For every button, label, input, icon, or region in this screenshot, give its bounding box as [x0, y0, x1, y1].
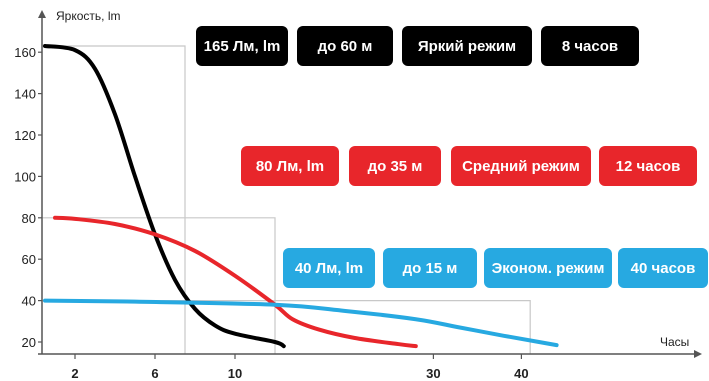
x-tick-label: 10: [228, 366, 242, 381]
x-tick-label: 6: [151, 366, 158, 381]
series-line: [43, 298, 559, 348]
x-tick-label: 2: [71, 366, 78, 381]
mode-badge: до 60 м: [297, 26, 393, 66]
y-tick-label: 100: [14, 169, 36, 184]
mode-badge: 80 Лм, lm: [241, 146, 339, 186]
series-line: [53, 215, 418, 349]
threshold-line: [42, 300, 531, 354]
mode-badge: 12 часов: [599, 146, 697, 186]
y-ticks: 20 40 60 80 100 120 140 160: [14, 45, 42, 350]
mode-badge: до 15 м: [383, 248, 477, 288]
mode-badge: до 35 м: [349, 146, 441, 186]
y-tick-label: 140: [14, 87, 36, 102]
threshold-line: [42, 217, 276, 354]
y-tick-label: 160: [14, 45, 36, 60]
y-tick-label: 40: [22, 294, 36, 309]
mode-badge: 165 Лм, lm: [196, 26, 288, 66]
x-axis-label: Часы: [660, 335, 689, 349]
series-line: [43, 43, 286, 349]
threshold-line: [42, 45, 186, 354]
series-lines: [43, 43, 559, 349]
y-tick-label: 60: [22, 252, 36, 267]
mode-badge: Средний режим: [451, 146, 591, 186]
x-tick-label: 30: [426, 366, 440, 381]
y-tick-label: 120: [14, 128, 36, 143]
x-tick-label: 40: [514, 366, 528, 381]
mode-badge: 8 часов: [541, 26, 639, 66]
y-axis-arrow: [38, 10, 46, 18]
x-ticks: 2 6 10 30 40: [71, 354, 529, 381]
y-axis-label: Яркость, lm: [56, 9, 120, 23]
threshold-lines: [42, 45, 531, 354]
y-tick-label: 20: [22, 335, 36, 350]
mode-badge: 40 Лм, lm: [283, 248, 375, 288]
mode-badge: 40 часов: [618, 248, 708, 288]
axes: [38, 10, 702, 358]
mode-badge: Яркий режим: [402, 26, 532, 66]
y-tick-label: 80: [22, 211, 36, 226]
x-axis-arrow: [694, 350, 702, 358]
mode-badge: Эконом. режим: [484, 248, 612, 288]
